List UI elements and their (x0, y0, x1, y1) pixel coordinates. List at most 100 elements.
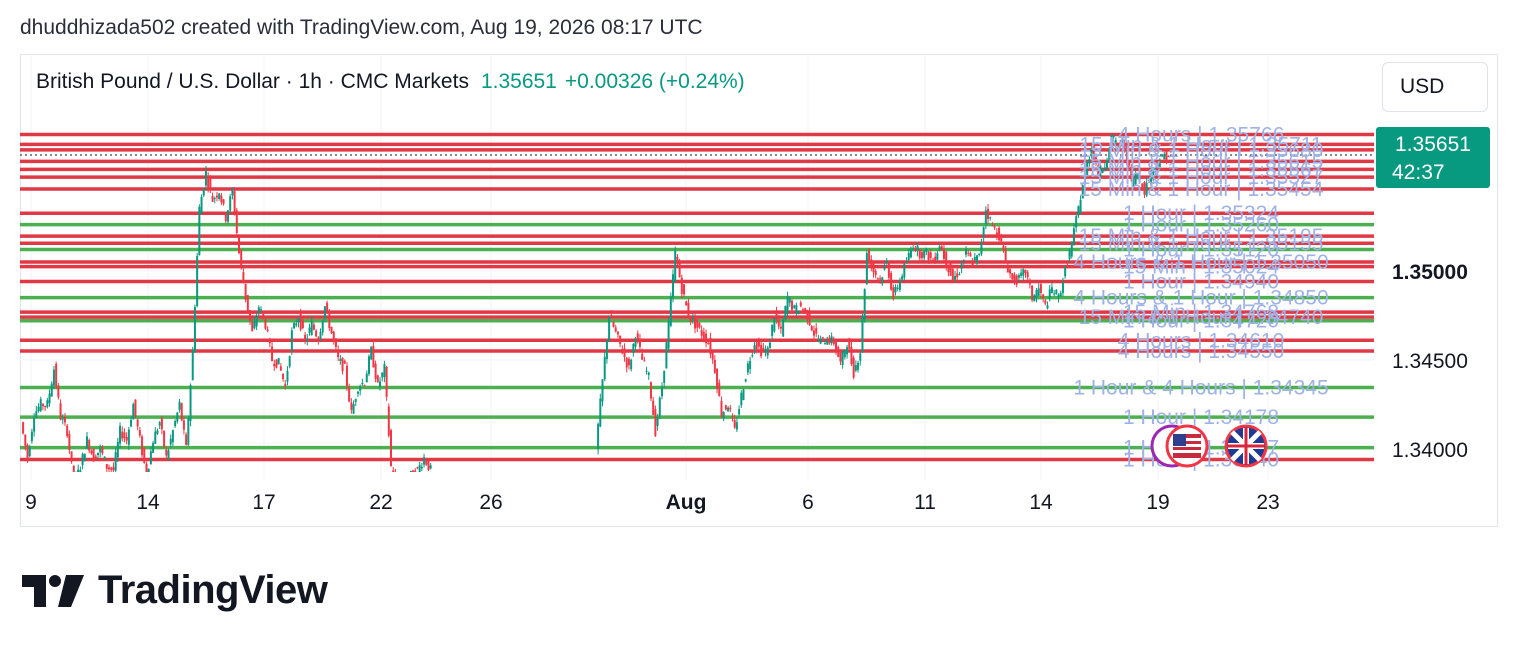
candle-body (273, 363, 276, 367)
candle-body (742, 389, 745, 400)
candle-body (37, 406, 40, 412)
candle-body (859, 353, 862, 361)
candle-body (123, 432, 126, 439)
candle-body (797, 310, 800, 315)
candle-body (385, 366, 388, 397)
price-candles (22, 134, 1172, 506)
candle-body (343, 360, 346, 364)
candle-body (1039, 284, 1042, 293)
candle-body (174, 420, 177, 427)
price-change: +0.00326 (+0.24%) (564, 70, 745, 93)
candle-body (887, 262, 890, 278)
candle-body (134, 399, 137, 417)
candle-body (156, 430, 159, 434)
candle-body (399, 493, 401, 506)
candle-body (372, 345, 375, 368)
candle-body (1044, 300, 1047, 304)
candle-body (61, 418, 64, 420)
candle-body (931, 259, 934, 263)
candle-body (766, 347, 769, 356)
time-tick-label: 11 (914, 491, 936, 514)
candle-body (1165, 149, 1168, 161)
candle-body (660, 387, 663, 397)
us-flag-icon[interactable] (1165, 424, 1209, 468)
candle-body (689, 317, 692, 322)
level-label-22: 1 Hour | 1.34178 (1123, 406, 1279, 429)
price-tick-label: 1.35000 (1392, 261, 1468, 284)
candle-body (788, 298, 791, 303)
time-tick-label: 6 (802, 491, 814, 514)
candle-body (1143, 182, 1146, 195)
candle-body (24, 434, 27, 446)
candle-body (702, 331, 705, 339)
candle-body (1141, 183, 1144, 191)
candle-body (249, 310, 252, 321)
candle-body (319, 332, 322, 341)
candle-body (50, 383, 53, 397)
candle-body (638, 338, 641, 347)
candle-body (768, 342, 771, 349)
candle-body (207, 176, 210, 188)
candle-body (1046, 305, 1049, 309)
candle-body (165, 449, 168, 456)
candle-body (1169, 151, 1172, 153)
candle-body (755, 342, 758, 350)
candle-body (209, 178, 212, 189)
tradingview-logo-icon (22, 574, 84, 607)
candle-body (41, 403, 44, 407)
candle-body (804, 308, 807, 311)
candle-body (1086, 161, 1089, 177)
candle-body (777, 319, 780, 327)
candle-body (1031, 285, 1034, 301)
candle-body (330, 326, 333, 334)
candle-body (119, 425, 122, 444)
candle-body (658, 397, 661, 416)
candle-body (815, 327, 818, 334)
candle-body (282, 373, 285, 380)
candle-body (984, 210, 987, 224)
candle-body (301, 320, 304, 328)
level-label-10: 15 Min & 1 Hour | 1.35155 (1079, 232, 1324, 255)
candle-body (46, 400, 49, 408)
candle-body (883, 265, 886, 270)
uk-flag-icon[interactable] (1224, 424, 1268, 468)
candle-body (1009, 269, 1012, 274)
candle-body (354, 399, 357, 402)
candle-body (1075, 216, 1078, 228)
candle-body (1079, 199, 1082, 214)
candle-body (1134, 173, 1137, 185)
candle-body (663, 370, 666, 383)
candle-body (182, 420, 185, 430)
candle-body (143, 447, 146, 463)
candle-body (861, 315, 864, 352)
candle-body (839, 352, 842, 362)
candle-body (1090, 147, 1093, 157)
candle-body (1103, 167, 1106, 169)
candle-body (376, 375, 379, 383)
currency-button[interactable]: USD (1382, 62, 1488, 112)
candle-body (713, 359, 716, 373)
candle-body (394, 473, 396, 482)
candle-body (59, 403, 62, 420)
candle-body (929, 252, 932, 258)
candle-body (178, 401, 181, 410)
time-axis: 9 14 17 22 26 Aug 6 11 14 19 23 (25, 491, 1280, 514)
candle-body (1114, 140, 1117, 143)
level-label-9: 15 Min & 1 Hour | 1.35195 (1079, 225, 1324, 248)
level-label-8: 1 Hour | 1.35260 (1123, 214, 1279, 237)
candle-body (729, 407, 732, 410)
candle-body (387, 406, 390, 436)
candle-body (716, 368, 719, 389)
candle-body (189, 385, 192, 422)
candle-body (1059, 293, 1062, 296)
candle-body (678, 260, 681, 278)
symbol-legend[interactable]: British Pound / U.S. Dollar · 1h · CMC M… (36, 70, 745, 94)
time-tick-label: 22 (369, 491, 392, 514)
candle-body (211, 195, 214, 202)
candle-body (872, 261, 875, 273)
candle-body (700, 330, 703, 336)
candle-body (312, 324, 315, 330)
candle-body (1128, 161, 1131, 166)
candle-body (240, 250, 243, 266)
